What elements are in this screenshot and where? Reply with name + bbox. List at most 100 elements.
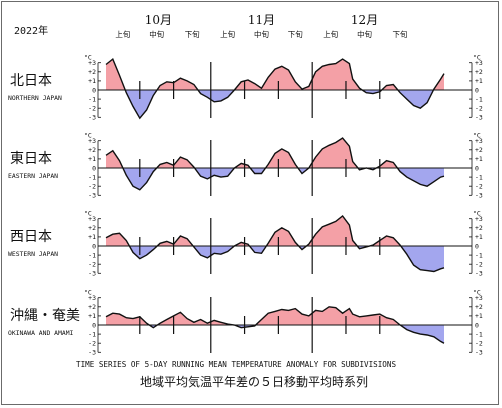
tick-label: -2 — [475, 340, 483, 348]
panel: +3+2+10-1-2-3°C+3+2+10-1-2-3°C東日本EASTERN… — [8, 132, 483, 200]
tick-label: 0 — [92, 164, 96, 172]
unit-label: °C — [473, 210, 481, 218]
tick-label: +1 — [475, 155, 483, 163]
tick-label: -3 — [88, 349, 96, 357]
positive-anomaly-area — [106, 59, 444, 90]
panel: +3+2+10-1-2-3°C+3+2+10-1-2-3°C西日本WESTERN… — [8, 210, 483, 278]
period-label: 下旬 — [393, 29, 408, 39]
region-name-en: WESTERN JAPAN — [8, 250, 58, 258]
tick-label: -3 — [88, 192, 96, 200]
period-labels: 上旬 中旬 下旬 上旬 中旬 下旬 上旬 中旬 下旬 — [115, 29, 408, 39]
unit-label: °C — [84, 289, 92, 297]
tick-label: -3 — [475, 192, 483, 200]
tick-label: -2 — [475, 261, 483, 269]
panel: +3+2+10-1-2-3°C+3+2+10-1-2-3°C北日本NORTHER… — [8, 54, 483, 122]
tick-label: -1 — [88, 173, 96, 181]
tick-label: +3 — [88, 294, 96, 302]
month-label: 12月 — [351, 13, 378, 27]
tick-label: -1 — [475, 173, 483, 181]
period-label: 中旬 — [254, 29, 269, 39]
tick-label: +2 — [88, 68, 96, 76]
tick-label: -2 — [475, 183, 483, 191]
tick-label: +1 — [88, 155, 96, 163]
tick-label: +3 — [475, 215, 483, 223]
period-label: 中旬 — [357, 29, 372, 39]
tick-label: +1 — [475, 312, 483, 320]
anomaly-series-line — [105, 57, 445, 120]
anomaly-series-line — [105, 137, 445, 191]
region-name-en: OKINAWA AND AMAMI — [8, 329, 74, 337]
tick-label: -1 — [475, 330, 483, 338]
anomaly-series-line — [105, 306, 445, 344]
tick-label: -1 — [475, 251, 483, 259]
region-name-jp: 東日本 — [10, 151, 52, 167]
tick-label: -3 — [475, 270, 483, 278]
tick-label: -3 — [475, 114, 483, 122]
tick-label: +1 — [88, 77, 96, 85]
unit-label: °C — [84, 132, 92, 140]
tick-label: 0 — [92, 242, 96, 250]
tick-label: +3 — [475, 137, 483, 145]
unit-label: °C — [84, 54, 92, 62]
tick-label: +2 — [88, 224, 96, 232]
tick-label: 0 — [475, 86, 479, 94]
positive-anomaly-area — [106, 138, 398, 168]
tick-label: 0 — [475, 242, 479, 250]
tick-label: -3 — [88, 114, 96, 122]
tick-label: +3 — [475, 59, 483, 67]
tick-label: +2 — [475, 224, 483, 232]
tick-label: -3 — [88, 270, 96, 278]
unit-label: °C — [473, 132, 481, 140]
tick-label: 0 — [475, 164, 479, 172]
tick-label: -1 — [88, 330, 96, 338]
tick-label: +3 — [88, 215, 96, 223]
tick-label: -2 — [88, 183, 96, 191]
tick-label: 0 — [475, 321, 479, 329]
tick-label: -1 — [475, 95, 483, 103]
unit-label: °C — [473, 54, 481, 62]
tick-label: -1 — [88, 95, 96, 103]
tick-label: -2 — [88, 105, 96, 113]
month-label: 10月 — [145, 13, 172, 27]
tick-label: -1 — [88, 251, 96, 259]
region-name-en: EASTERN JAPAN — [8, 172, 58, 180]
tick-label: +3 — [88, 137, 96, 145]
region-name-jp: 西日本 — [10, 229, 52, 245]
period-label: 中旬 — [149, 29, 164, 39]
caption-japanese: 地域平均気温平年差の５日移動平均時系列 — [140, 374, 368, 389]
month-labels: 10月 11月 12月 — [145, 13, 378, 27]
tick-label: 0 — [92, 321, 96, 329]
positive-anomaly-area — [106, 216, 401, 246]
tick-label: +1 — [88, 233, 96, 241]
region-name-jp: 沖縄・奄美 — [10, 308, 80, 324]
tick-label: +3 — [88, 59, 96, 67]
period-label: 下旬 — [185, 29, 200, 39]
tick-label: +1 — [475, 77, 483, 85]
unit-label: °C — [84, 210, 92, 218]
period-label: 下旬 — [288, 29, 303, 39]
tick-label: -2 — [88, 340, 96, 348]
chart-header: 2022年 — [14, 24, 48, 37]
month-label: 11月 — [248, 13, 275, 27]
negative-anomaly-area — [106, 325, 444, 344]
tick-label: +2 — [475, 146, 483, 154]
region-name-jp: 北日本 — [10, 73, 52, 89]
year-label: 2022年 — [14, 24, 48, 37]
period-label: 上旬 — [323, 29, 338, 39]
tick-label: +2 — [475, 68, 483, 76]
tick-label: +2 — [88, 146, 96, 154]
tick-label: +2 — [88, 303, 96, 311]
panels: +3+2+10-1-2-3°C+3+2+10-1-2-3°C北日本NORTHER… — [8, 54, 483, 357]
period-label: 上旬 — [220, 29, 235, 39]
unit-label: °C — [473, 289, 481, 297]
panel: +3+2+10-1-2-3°C+3+2+10-1-2-3°C沖縄・奄美OKINA… — [8, 289, 483, 357]
tick-label: +1 — [475, 233, 483, 241]
tick-label: +1 — [88, 312, 96, 320]
tick-label: -3 — [475, 349, 483, 357]
tick-label: 0 — [92, 86, 96, 94]
region-name-en: NORTHERN JAPAN — [8, 94, 62, 102]
tick-label: -2 — [475, 105, 483, 113]
period-label: 上旬 — [115, 29, 130, 39]
